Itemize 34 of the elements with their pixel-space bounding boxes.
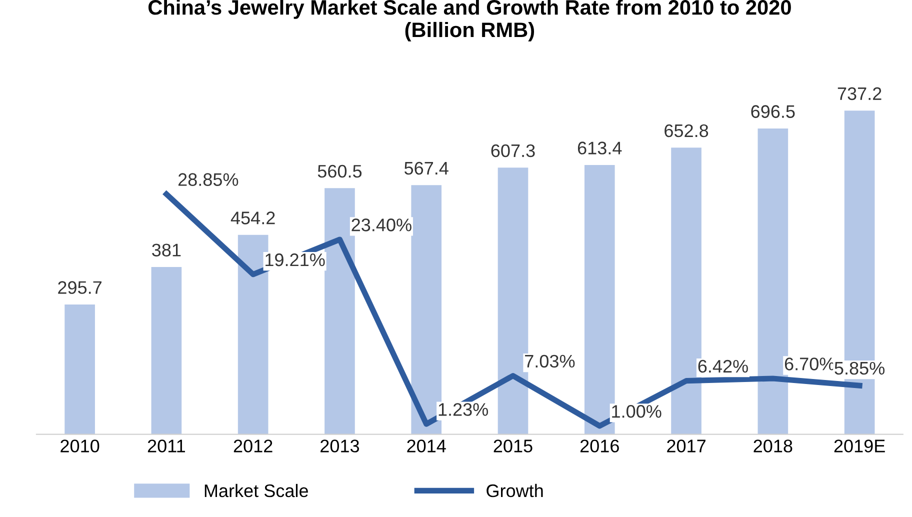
- data-label: 652.8: [664, 124, 708, 138]
- data-label: 7.03%: [525, 354, 575, 368]
- x-tick-label: 2015: [494, 440, 532, 452]
- data-label: 613.4: [578, 142, 622, 154]
- data-label: 560.5: [318, 164, 362, 178]
- x-tick-label: 2011: [148, 440, 185, 452]
- legend-label: Growth: [486, 484, 543, 498]
- data-label: 381: [152, 244, 181, 256]
- chart-title: China’s Jewelry Market Scale and Growth Rate from 2010 to 2020 (Billion RMB): [148, 0, 791, 42]
- x-tick-label: 2013: [320, 440, 360, 452]
- x-tick-label: 2016: [580, 440, 619, 452]
- data-label: 1.00%: [612, 405, 662, 418]
- data-label: 6.42%: [698, 360, 748, 373]
- data-label: 696.5: [751, 105, 795, 118]
- data-label: 295.7: [58, 281, 102, 294]
- data-label: 1.23%: [438, 403, 488, 416]
- x-tick-label: 2014: [407, 440, 446, 452]
- data-label: 567.4: [404, 162, 448, 175]
- bar: [64, 304, 95, 434]
- data-label: 28.85%: [178, 173, 238, 186]
- data-label: 5.85%: [834, 362, 885, 375]
- data-label: 19.21%: [266, 253, 325, 266]
- x-tick-label: 2010: [60, 440, 100, 452]
- x-tick-label: 2012: [234, 440, 272, 452]
- x-tick-label: 2017: [667, 440, 706, 452]
- data-label: 6.70%: [784, 358, 835, 370]
- data-label: 454.2: [230, 212, 275, 224]
- data-label: 737.2: [838, 87, 882, 100]
- data-label: 607.3: [491, 144, 535, 158]
- data-label: 23.40%: [352, 218, 412, 232]
- x-tick-label: 2018: [754, 440, 792, 452]
- legend-label: Market Scale: [204, 484, 308, 498]
- x-tick-label: 2019E: [834, 440, 885, 452]
- bar: [151, 266, 182, 434]
